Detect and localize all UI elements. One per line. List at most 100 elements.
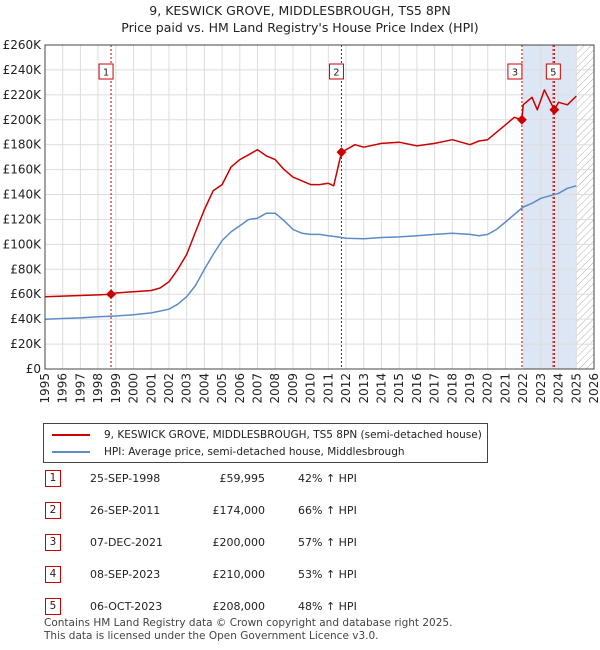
sale-price: £174,000 (212, 504, 266, 517)
x-tick-label: 2026 (587, 373, 600, 404)
sale-date: 26-SEP-2011 (90, 504, 161, 517)
y-tick-label: £20K (10, 337, 42, 351)
table-row: 1 25-SEP-1998 £59,995 42% ↑ HPI (0, 468, 600, 490)
sale-number-badge: 3 (45, 534, 61, 551)
y-tick-label: £160K (3, 163, 43, 177)
sale-label: 3 (512, 68, 518, 79)
x-tick-label: 2007 (251, 373, 265, 404)
sale-price: £59,995 (219, 472, 266, 485)
footer-copyright: Contains HM Land Registry data © Crown c… (44, 617, 453, 629)
table-row: 5 06-OCT-2023 £208,000 48% ↑ HPI (0, 596, 600, 618)
chart-subtitle: Price paid vs. HM Land Registry's House … (121, 20, 479, 35)
future-hatch-region (576, 45, 594, 369)
table-row: 2 26-SEP-2011 £174,000 66% ↑ HPI (0, 500, 600, 522)
y-tick-label: £0 (26, 362, 41, 376)
y-tick-label: £40K (10, 312, 42, 326)
sale-date: 07-DEC-2021 (90, 536, 164, 549)
x-tick-label: 2009 (286, 373, 300, 404)
table-row: 3 07-DEC-2021 £200,000 57% ↑ HPI (0, 532, 600, 554)
sale-date: 08-SEP-2023 (90, 568, 161, 581)
chart-title: 9, KESWICK GROVE, MIDDLESBROUGH, TS5 8PN (149, 3, 451, 18)
sale-hpi-change: 57% ↑ HPI (298, 536, 357, 549)
x-tick-label: 2017 (428, 373, 442, 404)
y-tick-label: £100K (3, 237, 43, 251)
shaded-region (523, 45, 577, 369)
y-tick-label: £180K (3, 138, 43, 152)
sale-hpi-change: 42% ↑ HPI (298, 472, 357, 485)
sale-number-badge: 2 (45, 502, 61, 519)
x-tick-label: 2000 (127, 373, 141, 404)
x-tick-label: 2001 (144, 373, 158, 404)
x-tick-label: 2022 (516, 373, 530, 404)
x-tick-label: 2025 (569, 373, 583, 404)
legend-item-hpi: HPI: Average price, semi-detached house,… (52, 444, 405, 460)
x-tick-label: 2024 (552, 373, 566, 404)
x-tick-label: 2003 (180, 373, 194, 404)
x-tick-label: 2010 (304, 373, 318, 404)
x-tick-label: 2014 (374, 373, 388, 404)
sale-label-box (545, 63, 561, 80)
x-tick-label: 2019 (463, 373, 477, 404)
x-tick-label: 1997 (73, 373, 87, 404)
sale-hpi-change: 66% ↑ HPI (298, 504, 357, 517)
sale-hpi-change: 53% ↑ HPI (298, 568, 357, 581)
legend-item-property: 9, KESWICK GROVE, MIDDLESBROUGH, TS5 8PN… (52, 427, 482, 443)
sale-label-box (98, 63, 114, 80)
price-chart: 1 2 3 5 £0 £20K £40K £60K £80K £100K £120K £140K £1… (3, 38, 600, 404)
sale-price: £210,000 (212, 568, 266, 581)
sale-price: £208,000 (212, 600, 266, 613)
sale-label: 1 (103, 68, 109, 79)
x-tick-label: 2011 (321, 373, 335, 404)
x-tick-label: 2008 (268, 373, 282, 404)
sale-label: 5 (550, 68, 556, 79)
sale-hpi-change: 48% ↑ HPI (298, 600, 357, 613)
x-tick-label: 2012 (339, 373, 353, 404)
sale-date: 25-SEP-1998 (90, 472, 161, 485)
sale-date: 06-OCT-2023 (90, 600, 163, 613)
legend-swatch-hpi (52, 451, 90, 453)
y-tick-label: £140K (3, 188, 43, 202)
sale-point-marker (549, 104, 560, 115)
x-tick-label: 2016 (410, 373, 424, 404)
series-line-property (44, 89, 577, 298)
sale-price: £200,000 (212, 536, 266, 549)
x-tick-label: 2020 (481, 373, 495, 404)
table-row: 4 08-SEP-2023 £210,000 53% ↑ HPI (0, 564, 600, 586)
sale-number-badge: 4 (45, 566, 61, 583)
x-tick-label: 2002 (162, 373, 176, 404)
y-tick-label: £260K (3, 38, 43, 52)
series-line-hpi (44, 185, 577, 320)
legend-swatch-property (52, 434, 90, 436)
x-tick-label: 2004 (197, 373, 211, 404)
y-tick-label: £80K (10, 262, 42, 276)
sale-number-badge: 5 (45, 598, 61, 615)
y-tick-label: £220K (3, 88, 43, 102)
y-tick-label: £120K (3, 212, 43, 226)
sale-label: 2 (333, 68, 339, 79)
x-tick-label: 2006 (233, 373, 247, 404)
x-tick-label: 2018 (445, 373, 459, 404)
sale-point-marker (516, 114, 527, 125)
x-tick-label: 2021 (498, 373, 512, 404)
legend: 9, KESWICK GROVE, MIDDLESBROUGH, TS5 8PN… (43, 423, 488, 463)
x-tick-label: 2013 (357, 373, 371, 404)
x-tick-label: 1996 (56, 373, 70, 404)
sale-point-marker (106, 289, 117, 300)
legend-label-hpi: HPI: Average price, semi-detached house,… (104, 446, 405, 458)
sale-number-badge: 1 (45, 470, 61, 487)
legend-label-property: 9, KESWICK GROVE, MIDDLESBROUGH, TS5 8PN… (104, 429, 482, 441)
sale-label-box (507, 63, 523, 80)
x-tick-label: 1999 (109, 373, 123, 404)
x-tick-label: 1995 (38, 373, 52, 404)
y-tick-label: £240K (3, 63, 43, 77)
sale-point-marker (336, 147, 347, 158)
y-tick-label: £200K (3, 113, 43, 127)
plot-frame (44, 44, 595, 370)
footer-license: This data is licensed under the Open Gov… (44, 630, 379, 642)
x-tick-label: 2015 (392, 373, 406, 404)
sale-label-box (328, 63, 344, 80)
x-tick-label: 1998 (91, 373, 105, 404)
y-tick-label: £60K (10, 287, 42, 301)
x-tick-label: 2023 (534, 373, 548, 404)
x-tick-label: 2005 (215, 373, 229, 404)
